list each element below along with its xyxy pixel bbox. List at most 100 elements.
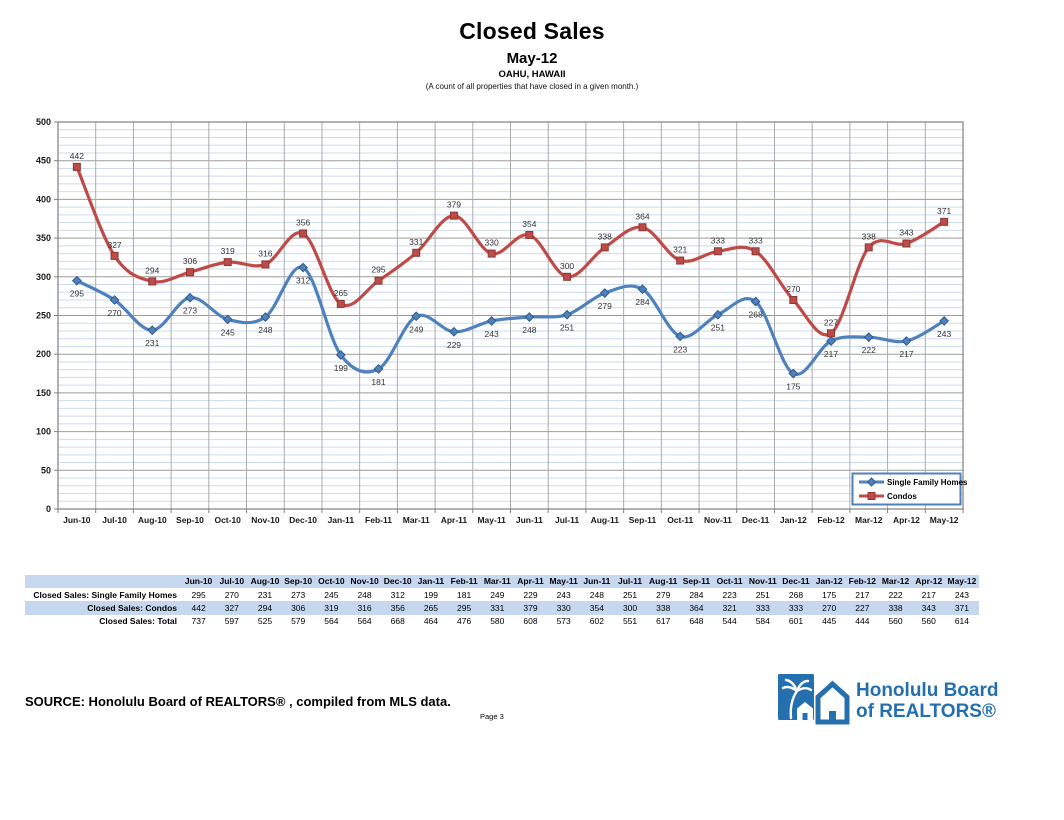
marker-square — [751, 247, 760, 256]
x-axis-label: Aug-11 — [591, 515, 620, 525]
value-cell: 321 — [722, 602, 737, 613]
data-label: 243 — [485, 329, 499, 339]
value-cell: 580 — [490, 615, 505, 626]
y-axis-label: 450 — [36, 156, 51, 166]
month-header-cell: Dec-11 — [782, 576, 810, 587]
data-label: 327 — [107, 240, 121, 250]
month-header-cell: Nov-10 — [350, 576, 379, 587]
data-label: 243 — [937, 329, 951, 339]
palm-tree-icon — [781, 678, 813, 720]
x-axis-label: Aug-10 — [138, 515, 167, 525]
data-label: 268 — [749, 310, 763, 320]
data-label: 338 — [598, 231, 612, 241]
marker-diamond — [863, 332, 874, 343]
data-label: 295 — [371, 265, 385, 275]
marker-square — [713, 247, 722, 256]
value-cell: 300 — [622, 602, 638, 613]
small-house-door — [802, 713, 808, 720]
month-header-cell: Apr-11 — [517, 576, 544, 587]
data-label: 371 — [937, 206, 951, 216]
table-row: Closed Sales: Condos 442 327 294 306 319 316 35… — [25, 601, 979, 615]
value-cell: 251 — [755, 589, 770, 600]
logo-text-line2: of REALTORS® — [856, 701, 996, 722]
x-axis-label: Jul-11 — [555, 515, 579, 525]
data-label: 231 — [145, 338, 159, 348]
marker-diamond — [524, 312, 535, 322]
x-axis-label: Oct-11 — [667, 515, 693, 525]
marker-square — [374, 276, 383, 285]
value-cell: 564 — [324, 615, 339, 626]
month-header-cell: May-12 — [947, 576, 977, 587]
value-cell: 279 — [656, 589, 671, 600]
value-cell: 614 — [954, 615, 969, 626]
data-label: 300 — [560, 261, 574, 271]
report-month: May-12 — [506, 50, 558, 67]
value-cell: 273 — [291, 589, 306, 600]
value-cell: 617 — [656, 615, 671, 626]
data-label: 248 — [522, 325, 536, 335]
marker-diamond — [411, 311, 422, 322]
value-cell: 284 — [689, 589, 704, 600]
data-label: 330 — [485, 238, 499, 248]
value-cell: 333 — [788, 602, 804, 613]
logo-text-line1: Honolulu Board — [856, 680, 998, 701]
month-header-cell: Nov-11 — [748, 576, 777, 587]
data-label: 249 — [409, 324, 423, 334]
value-cell: 442 — [191, 602, 206, 613]
value-cell: 229 — [523, 589, 538, 600]
data-label: 294 — [145, 265, 159, 275]
data-label: 270 — [107, 308, 121, 318]
value-cell: 476 — [457, 615, 472, 626]
marker-square — [261, 260, 270, 269]
value-cell: 379 — [523, 602, 538, 613]
marker-diamond — [449, 326, 459, 337]
marker-square — [412, 248, 421, 257]
data-label: 251 — [711, 323, 725, 333]
month-header-cell: Dec-10 — [383, 576, 412, 587]
marker-square — [336, 299, 345, 308]
marker-square — [223, 258, 232, 267]
y-axis-label: 250 — [36, 311, 51, 321]
y-axis-label: 400 — [36, 194, 51, 204]
value-cell: 245 — [324, 589, 339, 600]
value-cell: 295 — [191, 589, 206, 600]
x-axis-label: Sep-10 — [176, 515, 204, 525]
marker-diamond — [71, 275, 82, 286]
data-label: 306 — [183, 256, 197, 266]
x-axis-label: Mar-12 — [855, 515, 883, 525]
page-number: Page 3 — [480, 712, 504, 721]
x-axis-label: Oct-10 — [214, 515, 241, 525]
x-axis-label: Apr-11 — [441, 515, 468, 525]
value-cell: 371 — [954, 602, 969, 613]
data-label: 223 — [673, 344, 687, 354]
value-cell: 295 — [457, 602, 472, 613]
value-cell: 551 — [622, 615, 638, 626]
value-cell: 464 — [423, 615, 438, 626]
marker-square — [940, 217, 949, 226]
big-house-door — [829, 711, 836, 722]
data-label: 245 — [221, 327, 235, 337]
marker-square — [864, 243, 873, 252]
value-cell: 525 — [257, 615, 273, 626]
value-cell: 265 — [423, 602, 438, 613]
data-label: 217 — [899, 349, 913, 359]
marker-diamond — [335, 350, 346, 360]
value-cell: 243 — [954, 589, 969, 600]
data-label: 333 — [749, 235, 763, 245]
x-axis-label: Jun-10 — [63, 515, 91, 525]
y-axis-label: 350 — [36, 233, 51, 243]
data-label: 217 — [824, 349, 838, 359]
value-cell: 217 — [921, 589, 936, 600]
x-axis-label: Feb-11 — [365, 515, 392, 525]
y-axis-label: 50 — [41, 465, 51, 475]
marker-square — [789, 296, 798, 305]
x-axis-label: Mar-11 — [403, 515, 430, 525]
x-axis-label: Jun-11 — [516, 515, 543, 525]
marker-diamond — [298, 262, 309, 273]
data-label: 251 — [560, 323, 574, 333]
value-cell: 270 — [224, 589, 239, 600]
marker-diamond — [185, 292, 195, 303]
x-axis-label: Sep-11 — [629, 515, 657, 525]
value-cell: 294 — [257, 602, 273, 613]
